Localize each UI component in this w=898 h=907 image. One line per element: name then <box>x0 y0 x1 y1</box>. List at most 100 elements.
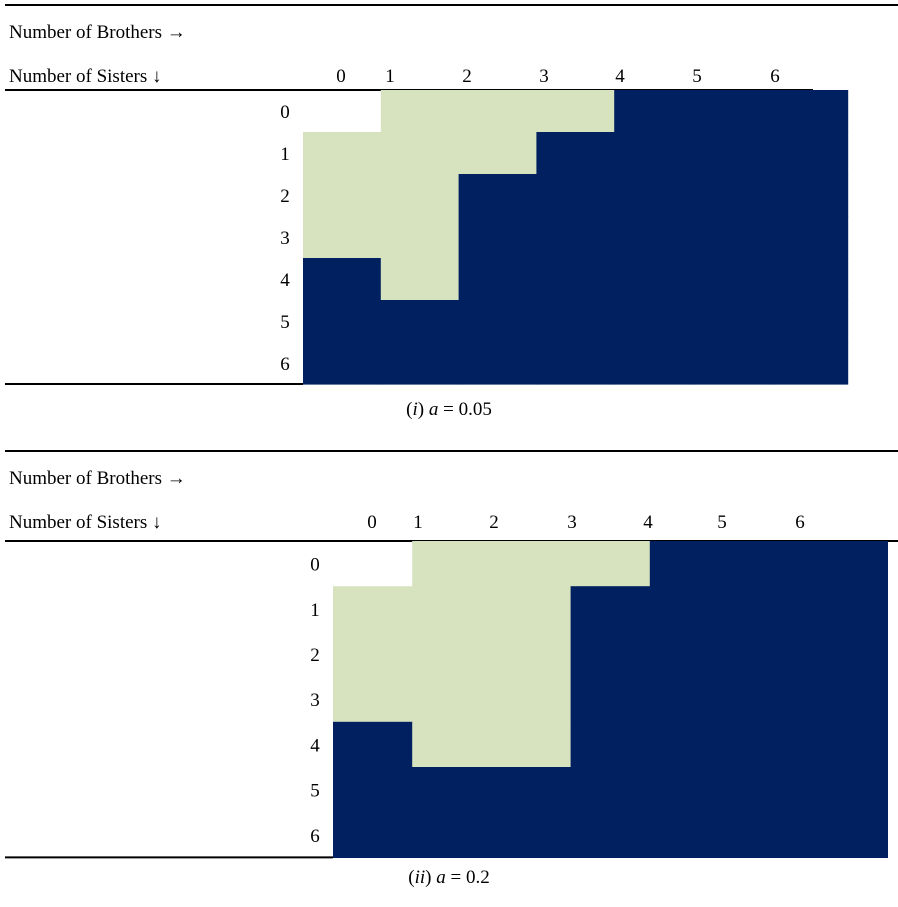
cell-s4-b5 <box>729 721 809 768</box>
cell-s5-b6 <box>769 300 849 343</box>
cell-s0-b3 <box>570 541 651 587</box>
cell-s3-b0 <box>303 216 382 259</box>
row-label-3: 3 <box>280 228 290 249</box>
cell-s3-b4 <box>649 676 730 723</box>
cell-s2-b1 <box>380 174 460 217</box>
cell-s4-b5 <box>692 258 771 301</box>
cell-s1-b5 <box>692 132 771 175</box>
cell-s4-b2 <box>491 721 572 768</box>
cell-s4-b3 <box>536 258 615 301</box>
cell-s0-b6 <box>808 541 888 587</box>
cell-s1-b1 <box>380 132 460 175</box>
cell-s6-b2 <box>491 812 572 858</box>
column-label-2: 2 <box>462 66 472 87</box>
cell-s0-b2 <box>458 90 537 133</box>
cell-s0-b5 <box>729 541 809 587</box>
cell-s2-b1 <box>412 631 492 678</box>
cell-s2-b2 <box>458 174 537 217</box>
cell-s6-b5 <box>692 342 771 385</box>
column-label-5: 5 <box>717 512 727 533</box>
cell-s2-b4 <box>614 174 693 217</box>
row-label-6: 6 <box>310 826 320 847</box>
cell-s4-b4 <box>614 258 693 301</box>
cell-s4-b6 <box>808 721 888 768</box>
row-label-4: 4 <box>310 735 320 756</box>
cell-s2-b3 <box>536 174 615 217</box>
cell-s4-b1 <box>412 721 492 768</box>
cell-s5-b3 <box>536 300 615 343</box>
cell-s6-b3 <box>570 812 651 858</box>
cell-s2-b3 <box>570 631 651 678</box>
column-label-0: 0 <box>336 66 346 87</box>
column-label-2: 2 <box>489 512 499 533</box>
cell-s5-b0 <box>303 300 382 343</box>
cell-s6-b2 <box>458 342 537 385</box>
cell-s5-b5 <box>729 767 809 813</box>
cell-s2-b6 <box>808 631 888 678</box>
cell-s5-b2 <box>458 300 537 343</box>
row-label-5: 5 <box>280 312 290 333</box>
cell-s0-b4 <box>614 90 693 133</box>
column-label-5: 5 <box>692 66 702 87</box>
cell-s0-b2 <box>491 541 572 587</box>
cell-s1-b3 <box>536 132 615 175</box>
row-label-5: 5 <box>310 781 320 802</box>
cell-s3-b3 <box>536 216 615 259</box>
cell-s2-b2 <box>491 631 572 678</box>
cell-s1-b1 <box>412 586 492 632</box>
row-label-3: 3 <box>310 690 320 711</box>
row-label-0: 0 <box>280 102 290 123</box>
cell-s4-b3 <box>570 721 651 768</box>
cell-s6-b0 <box>303 342 382 385</box>
cell-s6-b6 <box>808 812 888 858</box>
cell-s2-b6 <box>769 174 849 217</box>
row-label-6: 6 <box>280 354 290 375</box>
column-label-1: 1 <box>413 512 423 533</box>
cell-s5-b0 <box>333 767 413 813</box>
cell-s6-b5 <box>729 812 809 858</box>
column-label-3: 3 <box>539 66 549 87</box>
cell-s3-b6 <box>808 676 888 723</box>
cell-s4-b0 <box>303 258 382 301</box>
cell-s5-b1 <box>380 300 460 343</box>
panel-caption: (ii) a = 0.2 <box>408 867 489 888</box>
cell-s3-b4 <box>614 216 693 259</box>
cell-s1-b0 <box>333 586 413 632</box>
column-label-4: 4 <box>615 66 625 87</box>
cell-s5-b3 <box>570 767 651 813</box>
row-label-1: 1 <box>280 144 290 165</box>
panel-2: Number of Brothers → Number of Sisters ↓ 0… <box>5 450 898 888</box>
cell-s5-b4 <box>614 300 693 343</box>
brothers-header: Number of Brothers → <box>9 22 186 43</box>
column-label-6: 6 <box>770 66 780 87</box>
cell-s6-b6 <box>769 342 849 385</box>
cell-s0-b1 <box>380 90 460 133</box>
cell-s4-b2 <box>458 258 537 301</box>
column-label-4: 4 <box>643 512 653 533</box>
cell-s1-b5 <box>729 586 809 632</box>
cell-s2-b0 <box>333 631 413 678</box>
row-label-1: 1 <box>310 600 320 621</box>
cell-s4-b0 <box>333 721 413 768</box>
sisters-header: Number of Sisters ↓ <box>9 512 162 533</box>
cell-s1-b2 <box>491 586 572 632</box>
cell-s6-b3 <box>536 342 615 385</box>
cell-s2-b0 <box>303 174 382 217</box>
cell-s3-b5 <box>729 676 809 723</box>
sisters-header: Number of Sisters ↓ <box>9 66 162 87</box>
cell-s3-b5 <box>692 216 771 259</box>
cell-s1-b2 <box>458 132 537 175</box>
row-label-2: 2 <box>310 645 320 666</box>
column-label-0: 0 <box>367 512 377 533</box>
row-label-2: 2 <box>280 186 290 207</box>
cell-s4-b1 <box>380 258 460 301</box>
row-label-0: 0 <box>310 555 320 576</box>
column-label-1: 1 <box>385 66 395 87</box>
cell-s3-b2 <box>491 676 572 723</box>
cell-s3-b1 <box>412 676 492 723</box>
cell-s0-b1 <box>412 541 492 587</box>
cell-s1-b6 <box>808 586 888 632</box>
brothers-header: Number of Brothers → <box>9 468 186 489</box>
cell-s5-b6 <box>808 767 888 813</box>
cell-s0-b4 <box>649 541 730 587</box>
